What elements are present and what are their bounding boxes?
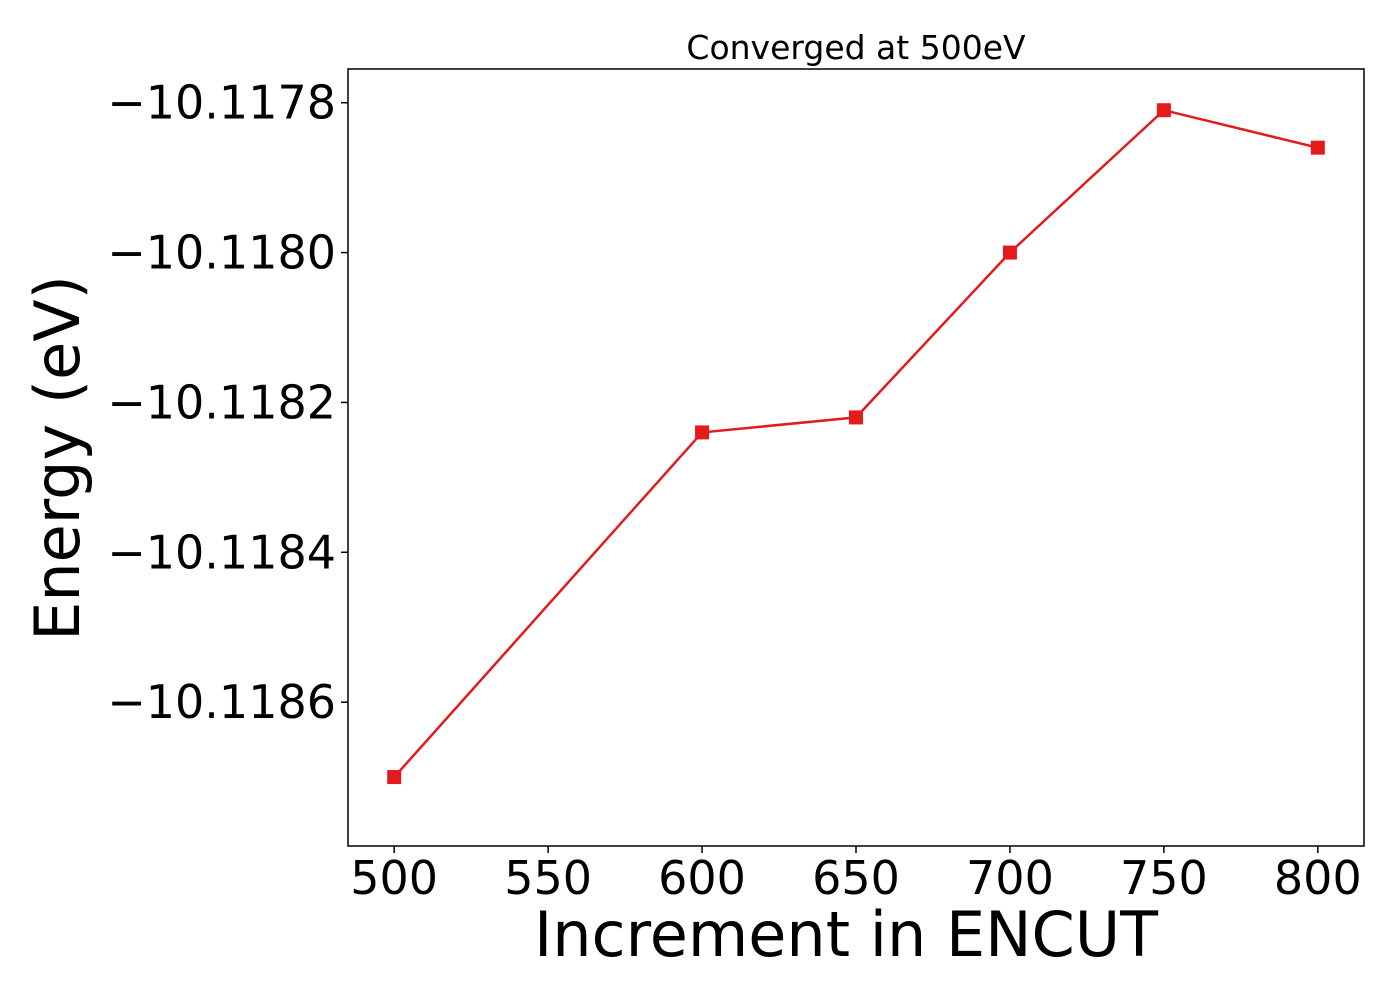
data-point-marker (1310, 140, 1325, 155)
plot-area (347, 68, 1365, 847)
data-point-marker (387, 770, 402, 785)
x-tick-label: 650 (812, 851, 900, 905)
series-layer (387, 103, 1325, 785)
x-tick-label: 800 (1274, 851, 1362, 905)
y-tick-label: −10.1182 (107, 375, 336, 429)
y-tick-label: −10.1180 (107, 226, 336, 280)
x-tick-label: 500 (350, 851, 438, 905)
y-axis-title: Energy (eV) (21, 275, 94, 641)
y-tick-label: −10.1184 (107, 525, 336, 579)
y-tick-label: −10.1178 (107, 76, 336, 130)
data-point-marker (1156, 103, 1171, 118)
x-tick-label: 550 (504, 851, 592, 905)
data-point-marker (695, 425, 710, 440)
chart-title: Converged at 500eV (686, 28, 1026, 67)
data-point-marker (1002, 245, 1017, 260)
x-tick-label: 700 (966, 851, 1054, 905)
x-tick-label: 600 (658, 851, 746, 905)
data-point-marker (849, 410, 863, 425)
y-axis: −10.1178 −10.1180 −10.1182 −10.1184 −10.1186 (107, 76, 348, 729)
x-axis-title: Increment in ENCUT (534, 898, 1159, 971)
y-tick-label: −10.1186 (107, 675, 336, 729)
series-line (393, 108, 1319, 778)
x-axis: 500 550 600 650 700 750 800 (350, 846, 1362, 905)
x-tick-label: 750 (1120, 851, 1208, 905)
